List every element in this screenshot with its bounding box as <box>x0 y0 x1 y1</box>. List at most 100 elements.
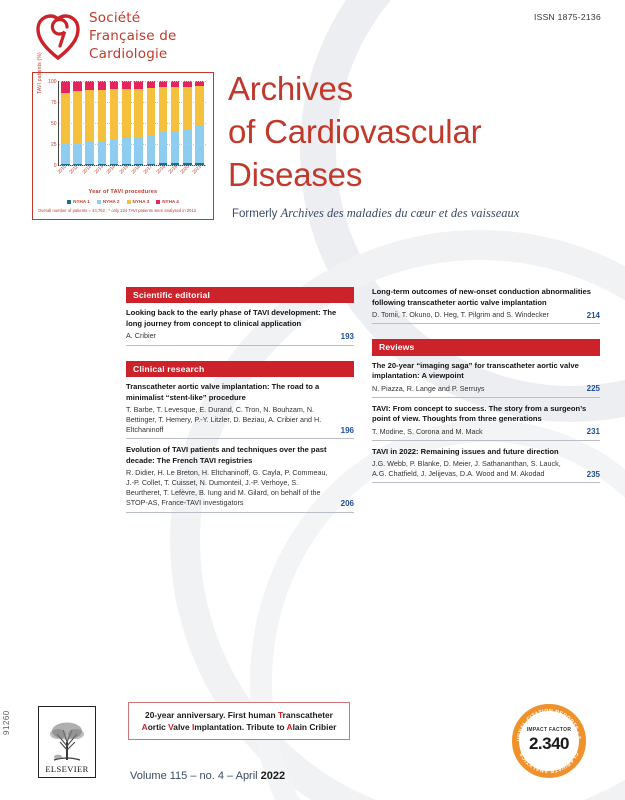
chart-xtick-label: 2017 <box>142 163 154 175</box>
chart-legend-item: NYHA 1 <box>67 199 90 204</box>
chart-bar <box>122 81 131 165</box>
toc-entry-page: 231 <box>586 427 600 437</box>
toc-section-header: Clinical research <box>126 360 354 377</box>
toc-entry[interactable]: TAVI in 2022: Remaining issues and futur… <box>372 447 600 484</box>
society-line-3: Cardiologie <box>89 45 168 62</box>
volume-year: 2022 <box>260 770 286 782</box>
chart-bar-segment <box>61 92 70 145</box>
chart-bar-segment <box>170 81 180 87</box>
badge-ring <box>512 704 586 778</box>
chart-bar-segment <box>134 137 143 164</box>
anniversary-banner: 20-year anniversary. First human Transca… <box>128 702 350 741</box>
chart-bar-segment <box>158 163 168 165</box>
toc-entry-title: Evolution of TAVI patients and technique… <box>126 445 327 465</box>
journal-title: Archives of Cardiovascular Diseases <box>228 68 588 197</box>
chart-bar <box>158 81 168 165</box>
toc-entry-title: The 20-year “imaging saga” for transcath… <box>372 360 579 381</box>
banner-text-pre: 20-year anniversary. First human <box>145 710 279 720</box>
chart-bar-segment <box>109 163 119 165</box>
chart-bar-segment <box>97 141 107 164</box>
chart-ylabel: TAVI patients (%) <box>37 52 43 94</box>
chart-bar <box>85 81 94 165</box>
volume-line: Volume 115 – no. 4 – April 2022 <box>130 770 285 782</box>
formerly-label: Formerly <box>232 208 278 220</box>
chart-bar-segment <box>158 132 168 164</box>
toc-entry-title: TAVI: From concept to success. The story… <box>372 403 587 424</box>
toc-entry[interactable]: Looking back to the early phase of TAVI … <box>126 308 354 346</box>
title-line-1: Archives <box>228 70 353 107</box>
chart-bar-segment <box>195 81 204 87</box>
toc-entry-authors: J.G. Webb, P. Blanke, D. Meier, J. Satha… <box>372 459 561 479</box>
chart-bar-segment <box>146 135 156 164</box>
chart-bar-segment <box>170 163 180 165</box>
chart-legend-label: NYHA 3 <box>132 199 150 204</box>
toc-entry-title: Transcatheter aortic valve implantation:… <box>126 381 320 402</box>
chart-legend-item: NYHA 3 <box>126 199 150 204</box>
toc-right-column: Long-term outcomes of new-onset conducti… <box>372 287 600 513</box>
chart-bar-segment <box>146 88 156 136</box>
chart-xtick-label: 2011 <box>68 164 80 175</box>
toc-entry[interactable]: TAVI: From concept to success. The story… <box>372 404 600 441</box>
toc-entry-title: Long-term outcomes of new-onset conducti… <box>372 287 591 307</box>
chart-bar <box>134 81 143 165</box>
society-line-1: Société <box>89 10 141 26</box>
chart-legend-swatch <box>126 199 131 204</box>
chart-plot-area: TAVI patients (%) 0 25 50 75 100 2010 2011 201… <box>37 52 208 182</box>
chart-bar-segment <box>158 87 168 133</box>
chart-bar-segment <box>134 81 143 89</box>
toc-entry-title: Looking back to the early phase of TAVI … <box>126 308 337 329</box>
toc-entry[interactable]: The 20-year “imaging saga” for transcath… <box>372 361 600 398</box>
chart-gridline: 25 <box>51 142 206 148</box>
chart-bar <box>73 81 82 165</box>
toc-entry-page: 235 <box>586 469 600 479</box>
toc-entry[interactable]: Long-term outcomes of new-onset conducti… <box>372 287 600 325</box>
title-line-2: of Cardiovascular <box>228 112 482 150</box>
chart-gridline: 75 <box>51 100 206 106</box>
toc-entry[interactable]: Evolution of TAVI patients and technique… <box>126 445 354 513</box>
banner-line-2: Aortic Valve Implantation. Tribute to Al… <box>141 722 337 733</box>
society-logo: Société Française de Cardiologie <box>36 10 177 63</box>
elsevier-logo: ELSEVIER <box>38 706 96 778</box>
toc-entry-page: 193 <box>340 332 354 342</box>
chart-bar-segment <box>183 163 192 165</box>
badge-label: IMPACT FACTOR <box>526 727 572 733</box>
chart-xlabel: Year of TAVI procedures <box>88 189 158 195</box>
chart-bar-segment <box>73 81 82 91</box>
chart-bar-segment <box>146 163 156 165</box>
chart-bar <box>97 81 107 165</box>
chart-bar-segment <box>85 163 94 165</box>
chart-footnote: Overall number of patients = 44,762 ; * … <box>38 208 197 213</box>
toc-section-header: Scientific editorial <box>126 287 354 304</box>
chart-bar-segment <box>134 163 143 165</box>
chart-bar <box>183 81 192 165</box>
badge-value: 2.340 <box>528 734 570 753</box>
chart-legend-swatch <box>156 199 161 204</box>
chart-bar-segment <box>61 163 70 165</box>
chart-bar-segment <box>122 81 131 90</box>
society-name: Société Française de Cardiologie <box>89 10 177 63</box>
volume-text: Volume 115 – no. 4 – April <box>130 770 261 782</box>
toc-entry-page: 206 <box>340 499 354 509</box>
toc-section-header: Reviews <box>372 339 600 356</box>
chart-xticks: 2010 2011 2012 2013 2014 2015 2016 2017 2018 2019… <box>56 163 206 180</box>
chart-gridline: 50 <box>51 121 206 127</box>
toc-entry-authors: D. Tomii, T. Okuno, D. Heg, T. Pilgrim a… <box>372 310 549 320</box>
table-of-contents: Scientific editorial Looking back to the … <box>126 287 600 513</box>
toc-entry-authors: T. Barbe, T. Levesque, E. Durand, C. Tro… <box>126 404 322 435</box>
chart-bar-segment <box>183 81 192 87</box>
chart-legend-label: NYHA 1 <box>73 199 90 204</box>
chart-bar-segment <box>158 81 168 88</box>
chart-bar-segment <box>170 131 180 164</box>
banner-line-1: 20-year anniversary. First human Transca… <box>137 709 341 721</box>
toc-spacer <box>126 352 354 361</box>
banner-highlight-t: T <box>278 710 283 720</box>
toc-entry-page: 214 <box>586 310 600 320</box>
chart-bar-segment <box>134 88 143 138</box>
badge-arc-bottom: CLARIVATE ANALYTICS <box>519 751 579 774</box>
toc-entry[interactable]: Transcatheter aortic valve implantation:… <box>126 381 354 440</box>
chart-bar-segment <box>122 138 131 164</box>
toc-entry-authors: T. Modine, S. Corona and M. Mack <box>372 426 483 436</box>
chart-bar-segment <box>97 81 107 90</box>
toc-entry-authors: N. Piazza, R. Lange and P. Serruys <box>372 383 485 393</box>
